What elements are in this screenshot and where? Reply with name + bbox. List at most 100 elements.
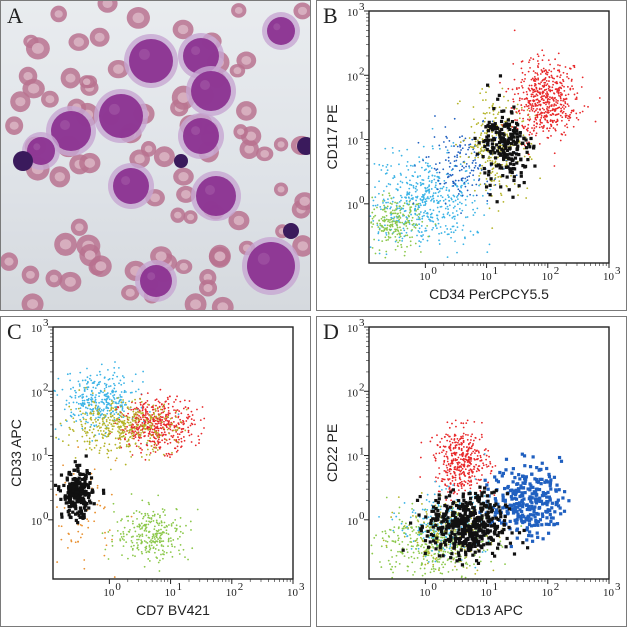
data-point xyxy=(98,433,101,435)
data-point xyxy=(385,218,388,221)
data-point xyxy=(450,231,453,234)
data-point xyxy=(411,236,414,239)
data-point xyxy=(136,538,138,541)
data-point xyxy=(139,398,142,400)
data-point xyxy=(138,526,141,528)
data-point xyxy=(88,437,91,440)
data-point xyxy=(505,163,508,166)
data-point xyxy=(119,538,122,541)
data-point xyxy=(411,229,413,231)
data-point xyxy=(160,544,163,547)
data-point xyxy=(472,450,475,453)
data-point xyxy=(470,445,473,448)
data-point xyxy=(131,541,134,544)
data-point xyxy=(433,167,436,170)
data-point xyxy=(148,517,151,519)
data-point xyxy=(417,550,420,553)
data-point xyxy=(503,152,507,156)
data-point xyxy=(169,417,172,420)
data-point xyxy=(536,90,539,93)
data-point xyxy=(73,483,77,488)
data-point xyxy=(382,201,384,204)
data-point xyxy=(187,416,190,418)
data-point xyxy=(575,117,578,119)
data-point xyxy=(157,524,160,527)
red-blood-cell xyxy=(184,293,207,310)
data-point xyxy=(158,447,161,450)
data-point xyxy=(398,562,401,565)
data-point xyxy=(90,379,93,382)
data-point xyxy=(154,422,157,425)
data-point xyxy=(156,522,159,525)
data-point xyxy=(106,448,109,451)
data-point xyxy=(89,408,92,410)
data-point xyxy=(405,225,408,227)
data-point xyxy=(452,231,455,234)
data-point xyxy=(187,431,190,434)
red-blood-cell xyxy=(21,293,44,310)
data-point xyxy=(432,197,435,200)
data-point xyxy=(493,184,496,187)
data-point xyxy=(416,208,419,211)
data-point xyxy=(497,93,501,97)
data-point xyxy=(398,512,400,515)
data-point xyxy=(373,537,376,539)
data-point xyxy=(103,445,106,448)
data-point xyxy=(468,484,471,487)
data-point xyxy=(111,544,114,547)
data-point xyxy=(388,228,391,231)
data-point xyxy=(418,227,421,230)
data-point xyxy=(78,494,82,499)
data-point xyxy=(412,514,414,517)
data-point xyxy=(191,547,194,550)
data-point xyxy=(559,64,561,67)
data-point xyxy=(147,501,150,504)
data-point xyxy=(465,180,468,183)
data-point xyxy=(427,516,430,519)
data-point xyxy=(526,129,529,132)
data-point xyxy=(441,451,443,454)
data-point xyxy=(521,60,524,63)
data-point xyxy=(443,459,446,462)
data-point xyxy=(540,112,542,115)
data-point xyxy=(538,126,541,129)
data-point xyxy=(428,185,430,188)
data-point xyxy=(482,112,485,115)
data-point xyxy=(467,182,470,185)
data-point xyxy=(470,439,472,441)
data-point xyxy=(526,158,530,162)
data-point xyxy=(483,132,486,134)
data-point xyxy=(431,216,434,219)
data-point xyxy=(487,173,491,177)
data-point xyxy=(134,398,136,401)
data-point xyxy=(170,543,173,546)
data-point xyxy=(446,172,449,175)
data-point xyxy=(438,467,440,469)
data-point xyxy=(541,112,544,114)
data-point xyxy=(142,370,145,373)
data-point xyxy=(552,127,555,129)
data-point xyxy=(427,162,429,165)
data-point xyxy=(75,420,78,422)
data-point xyxy=(143,431,146,434)
data-point xyxy=(147,439,149,442)
data-point xyxy=(528,59,531,62)
data-point xyxy=(560,109,563,112)
data-point xyxy=(542,99,545,102)
data-point xyxy=(469,462,472,465)
data-point xyxy=(512,131,517,135)
data-point xyxy=(111,428,114,431)
data-point xyxy=(465,169,468,172)
red-blood-cell xyxy=(97,1,118,13)
data-point xyxy=(559,76,561,79)
data-point xyxy=(454,215,456,218)
data-point xyxy=(147,514,150,517)
data-point xyxy=(576,92,579,95)
data-point xyxy=(371,225,373,228)
data-point xyxy=(91,439,94,442)
data-point xyxy=(421,540,424,542)
data-point xyxy=(160,412,163,414)
data-point xyxy=(524,73,527,76)
data-point xyxy=(392,529,395,532)
lymphocyte xyxy=(13,151,33,171)
